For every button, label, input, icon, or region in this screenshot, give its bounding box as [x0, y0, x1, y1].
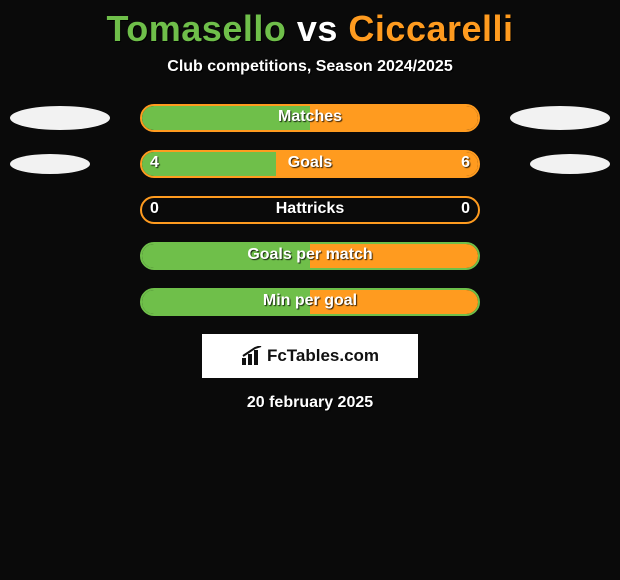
bar-segment-left — [142, 244, 310, 268]
bar-segment-left — [142, 152, 276, 176]
bar-track — [140, 196, 480, 224]
stat-row: Hattricks00 — [0, 196, 620, 224]
stat-row: Goals46 — [0, 150, 620, 178]
avatar-placeholder-right — [510, 106, 610, 130]
avatar-placeholder-left — [10, 106, 110, 130]
bar-track — [140, 242, 480, 270]
stat-row: Matches — [0, 104, 620, 132]
stat-row: Min per goal — [0, 288, 620, 316]
title-player1: Tomasello — [106, 8, 286, 49]
chart-icon — [241, 346, 263, 366]
avatar-placeholder-right — [530, 154, 610, 174]
bar-segment-left — [142, 290, 310, 314]
bar-segment-right — [310, 290, 478, 314]
bar-segment-right — [310, 244, 478, 268]
bar-segment-right — [310, 106, 478, 130]
avatar-placeholder-left — [10, 154, 90, 174]
bar-track — [140, 288, 480, 316]
bar-segment-left — [142, 106, 310, 130]
subtitle: Club competitions, Season 2024/2025 — [0, 58, 620, 76]
logo-text: FcTables.com — [267, 346, 379, 366]
title-vs: vs — [297, 8, 338, 49]
page-title: Tomasello vs Ciccarelli — [0, 0, 620, 50]
bar-track — [140, 104, 480, 132]
comparison-chart: Matches Goals46 Hattricks00 Goals per match… — [0, 104, 620, 316]
logo-box: FcTables.com — [202, 334, 418, 378]
title-player2: Ciccarelli — [348, 8, 513, 49]
date-label: 20 february 2025 — [0, 394, 620, 412]
bar-track — [140, 150, 480, 178]
bar-segment-right — [276, 152, 478, 176]
stat-row: Goals per match — [0, 242, 620, 270]
